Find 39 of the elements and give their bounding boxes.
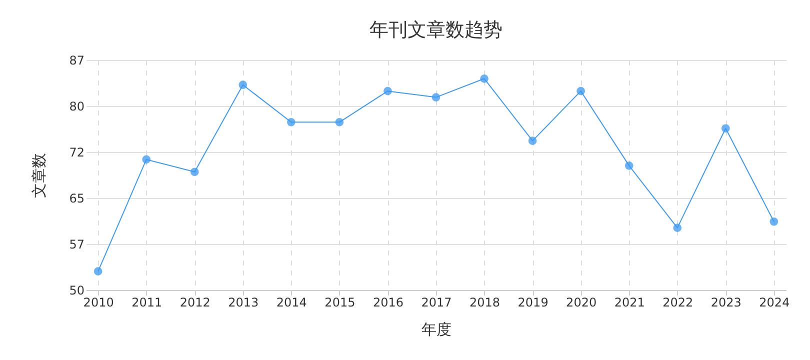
x-tick-label: 2020 <box>566 296 597 310</box>
y-axis-title: 文章数 <box>30 153 48 198</box>
point <box>770 217 778 226</box>
x-tick-label: 2019 <box>518 296 548 310</box>
point <box>335 118 344 126</box>
point <box>286 118 296 126</box>
x-tick-label: 2015 <box>324 296 356 310</box>
x-axis-title: 年度 <box>422 320 452 338</box>
y-tick-label: 80 <box>69 100 84 114</box>
y-tick-label: 50 <box>69 284 84 298</box>
point <box>673 224 682 232</box>
x-tick-label: 2010 <box>83 296 114 310</box>
y-tick-label: 87 <box>69 54 84 68</box>
point <box>624 162 634 170</box>
y-tick-label: 57 <box>69 238 84 252</box>
x-tick-label: 2024 <box>759 296 790 310</box>
x-tick-label: 2023 <box>710 296 742 310</box>
x-tick-label: 2017 <box>421 296 452 310</box>
point <box>528 136 537 145</box>
x-tick-label: 2021 <box>614 296 645 310</box>
point <box>480 74 488 83</box>
x-tick-label: 2018 <box>470 296 500 310</box>
x-tick-label: 2012 <box>180 296 210 310</box>
x-tick-label: 2011 <box>132 296 162 310</box>
y-tick-label: 72 <box>69 146 84 160</box>
x-tick-label: 2016 <box>372 296 404 310</box>
point <box>94 267 102 276</box>
point <box>721 124 730 133</box>
point <box>576 86 586 96</box>
x-tick-label: 2014 <box>276 296 307 310</box>
point <box>432 93 440 102</box>
y-tick-label: 65 <box>69 192 84 206</box>
x-tick-label: 2022 <box>662 296 694 310</box>
point <box>190 168 199 176</box>
point <box>384 86 392 96</box>
point <box>142 155 151 164</box>
x-tick-label: 2013 <box>228 296 259 310</box>
point <box>238 80 248 90</box>
chart-title: 年刊文章数趋势 <box>370 19 502 41</box>
